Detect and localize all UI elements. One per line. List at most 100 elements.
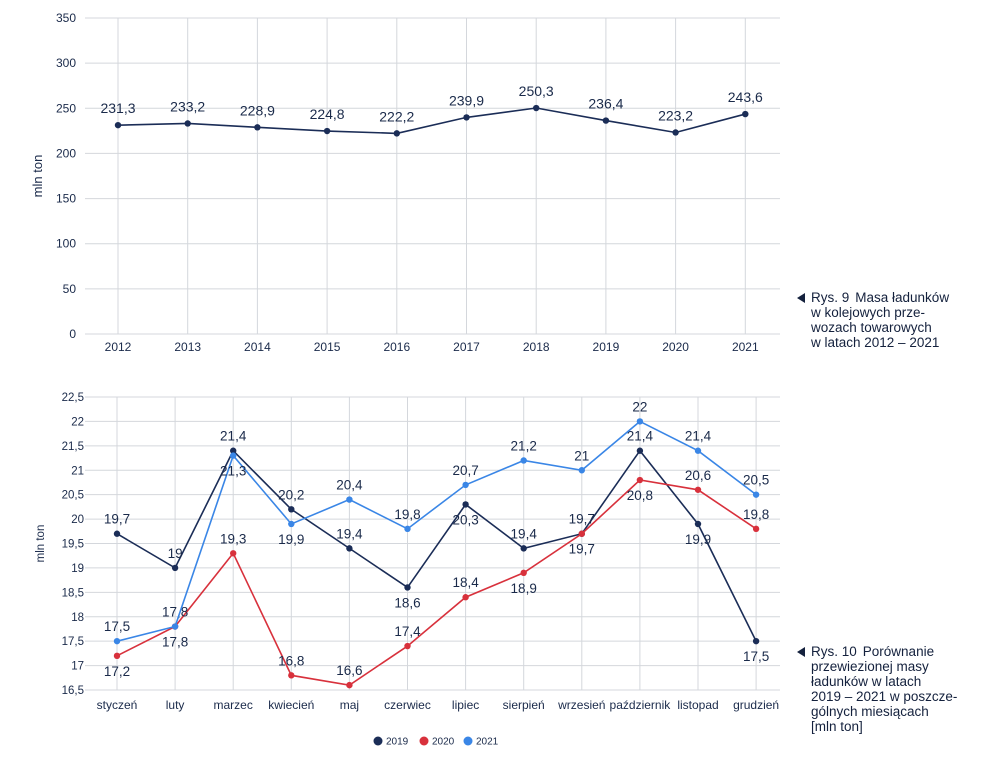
x-tick-label: 2012 [105, 340, 132, 354]
data-point [404, 642, 411, 650]
y-tick-label: 19 [71, 563, 84, 575]
y-tick-label: 250 [56, 101, 76, 115]
legend-marker-2019 [373, 736, 383, 746]
data-label: 224,8 [310, 106, 345, 122]
y-tick-label: 20,5 [62, 490, 84, 502]
data-label: 18,6 [394, 595, 420, 610]
y-tick-label: 19,5 [62, 539, 84, 551]
data-point [230, 447, 237, 454]
data-point [113, 652, 121, 660]
data-label: 19,7 [569, 542, 595, 557]
data-point [404, 525, 411, 533]
caption-rys-10-line-5: gólnych miesiącach [811, 704, 929, 719]
data-label: 16,6 [336, 663, 362, 678]
x-tick-label: sierpień [503, 698, 545, 712]
data-label: 233,2 [170, 98, 205, 114]
data-label: 20,6 [685, 468, 711, 483]
data-point [113, 637, 121, 645]
data-label: 223,2 [658, 107, 693, 123]
data-label: 19,4 [511, 526, 538, 541]
caption-rys-10-line-4: 2019 – 2021 w poszcze- [811, 689, 958, 704]
data-point [171, 623, 179, 630]
data-label: 21,4 [685, 429, 712, 444]
x-tick-label: listopad [677, 698, 718, 712]
data-point [462, 481, 469, 489]
y-tick-label: 18,5 [62, 587, 84, 599]
legend-label-2019: 2019 [386, 737, 409, 748]
data-label: 18,9 [511, 581, 537, 596]
legend-label-2020: 2020 [432, 737, 455, 748]
y-tick-label: 50 [63, 282, 77, 296]
data-label: 17,5 [104, 619, 130, 634]
data-label: 19,9 [685, 532, 711, 547]
y-tick-label: 350 [56, 11, 76, 25]
series-line-2019 [116, 449, 757, 642]
data-label: 22 [632, 399, 647, 414]
caption-rys-9-line-2: w kolejowych prze- [811, 305, 926, 320]
x-tick-label: 2018 [523, 340, 550, 354]
y-tick-label: 17,5 [62, 636, 84, 648]
x-tick-label: wrzesień [557, 698, 605, 712]
data-label: 18,4 [452, 575, 479, 590]
data-label: 21,3 [220, 464, 246, 479]
x-tick-label: 2013 [174, 340, 201, 354]
x-tick-label: luty [166, 698, 185, 712]
y-tick-label: 300 [56, 56, 76, 70]
x-tick-label: maj [340, 698, 359, 712]
y-tick-label: 200 [56, 146, 76, 160]
data-point [636, 447, 644, 454]
data-label: 19,9 [278, 532, 304, 547]
data-label: 21,4 [627, 429, 654, 444]
data-point [346, 681, 353, 689]
data-point [230, 550, 237, 557]
caption-pointer-icon [797, 647, 805, 657]
legend-marker-2020 [419, 736, 429, 746]
y-tick-label: 22,5 [62, 392, 84, 404]
data-point [462, 594, 469, 601]
data-label: 17,4 [394, 624, 421, 639]
data-label: 19,7 [569, 512, 595, 527]
x-tick-label: styczeń [97, 698, 138, 712]
data-point [114, 121, 122, 129]
y-tick-label: 16,5 [62, 685, 84, 697]
caption-rys-10-line-6: [mln ton] [811, 719, 863, 734]
caption-rys-10-line-1: Porównanie [862, 644, 935, 659]
data-point [323, 127, 331, 135]
data-point [578, 530, 585, 537]
data-point [254, 124, 261, 131]
data-point [694, 447, 702, 454]
data-point [346, 545, 353, 552]
data-label: 222,2 [379, 108, 414, 124]
data-point [463, 114, 470, 121]
data-point [393, 130, 400, 137]
data-point [602, 117, 610, 124]
data-point [288, 672, 295, 679]
data-label: 228,9 [240, 102, 275, 118]
data-point [520, 457, 527, 464]
y-tick-label: 150 [56, 192, 76, 206]
data-label: 19 [168, 546, 183, 561]
y-tick-label: 18 [71, 612, 84, 624]
data-label: 21,4 [220, 429, 247, 444]
data-label: 236,4 [588, 96, 623, 112]
data-label: 243,6 [728, 89, 763, 105]
data-label: 239,9 [449, 92, 484, 108]
data-point [462, 501, 469, 508]
data-label: 19,7 [104, 512, 130, 527]
data-label: 17,2 [104, 664, 130, 679]
legend-label-2021: 2021 [476, 737, 499, 748]
y-axis-title: mln ton [30, 155, 45, 198]
caption-rys-9-line-3: wozach towarowych [811, 320, 932, 335]
x-tick-label: październik [610, 698, 672, 712]
data-label: 20,7 [452, 463, 478, 478]
y-tick-label: 21 [71, 465, 84, 477]
data-label: 19,3 [220, 531, 246, 546]
x-tick-label: 2020 [662, 340, 689, 354]
x-tick-label: czerwiec [384, 698, 431, 712]
data-point [672, 129, 679, 136]
data-point [171, 564, 179, 572]
data-point [404, 584, 411, 591]
caption-rys-10-line-2: przewiezionej masy [811, 659, 929, 674]
data-label: 20,3 [452, 512, 478, 527]
data-point [752, 637, 760, 645]
